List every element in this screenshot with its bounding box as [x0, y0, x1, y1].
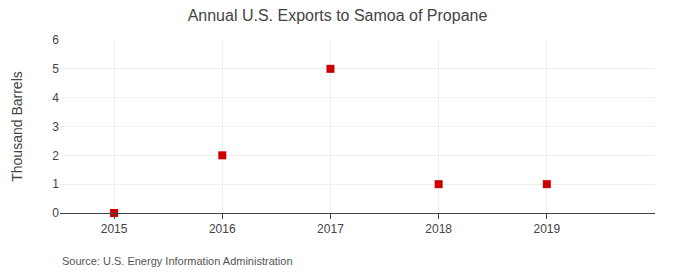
svg-text:2017: 2017: [317, 222, 344, 236]
svg-text:6: 6: [52, 33, 59, 47]
svg-text:3: 3: [52, 120, 59, 134]
svg-text:4: 4: [52, 91, 59, 105]
svg-text:1: 1: [52, 177, 59, 191]
svg-text:2: 2: [52, 149, 59, 163]
svg-text:2015: 2015: [101, 222, 128, 236]
svg-text:Annual U.S. Exports to Samoa o: Annual U.S. Exports to Samoa of Propane: [188, 7, 488, 24]
svg-text:2019: 2019: [533, 222, 560, 236]
svg-text:2018: 2018: [425, 222, 452, 236]
svg-text:0: 0: [52, 206, 59, 220]
svg-text:Thousand Barrels: Thousand Barrels: [9, 71, 25, 182]
svg-text:5: 5: [52, 62, 59, 76]
svg-text:Source: U.S. Energy Informatio: Source: U.S. Energy Information Administ…: [62, 255, 293, 267]
svg-text:2016: 2016: [209, 222, 236, 236]
